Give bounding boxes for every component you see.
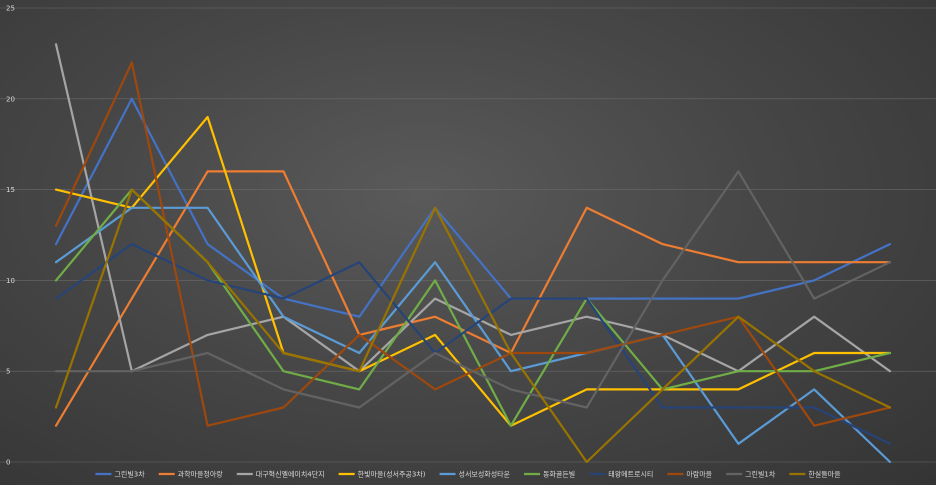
series-line-7 — [54, 243, 892, 445]
series-line-5 — [54, 206, 892, 464]
y-tick-label: 25 — [6, 5, 15, 13]
legend-item: 과학마을청아랑 — [158, 470, 224, 479]
y-tick-label: 10 — [6, 277, 15, 285]
legend-label: 그린빌1차 — [745, 470, 776, 479]
series-line-2 — [54, 170, 892, 427]
series-line-9 — [54, 170, 892, 409]
gridlines — [0, 7, 936, 463]
legend-item: 동화골든빌 — [524, 471, 575, 479]
legend-item: 아람마을 — [667, 470, 713, 479]
legend-item: 그린빌3차 — [95, 470, 145, 479]
legend-item: 태왕메트로시티 — [589, 470, 653, 479]
legend-label: 태왕메트로시티 — [608, 470, 653, 479]
legend-label: 대구혁신엘에이치4단지 — [256, 470, 325, 479]
legend-label: 한빛마을(성서주공3차) — [358, 470, 426, 479]
y-axis: 0 5 10 15 20 25 — [6, 5, 15, 467]
y-tick-label: 20 — [6, 95, 15, 103]
legend-label: 동화골든빌 — [543, 471, 575, 479]
legend-item: 그린빌1차 — [726, 470, 776, 479]
legend-item: 한실들마을 — [789, 470, 841, 479]
y-tick-label: 15 — [6, 186, 15, 194]
legend: 그린빌3차 과학마을청아랑 대구혁신엘에이치4단지 한빛마을(성서주공3차) 성서보성화… — [95, 470, 841, 479]
legend-label: 성서보성화성타운 — [459, 470, 511, 479]
y-tick-label: 0 — [6, 459, 10, 467]
legend-item: 대구혁신엘에이치4단지 — [236, 470, 325, 479]
legend-label: 그린빌3차 — [114, 470, 145, 479]
legend-item: 성서보성화성타운 — [439, 470, 511, 479]
series-line-1 — [54, 97, 892, 318]
legend-label: 아람마을 — [686, 470, 712, 479]
series-line-4 — [54, 115, 892, 427]
legend-label: 과학마을청아랑 — [178, 470, 224, 479]
series-line-10 — [54, 188, 892, 464]
y-tick-label: 5 — [6, 368, 10, 376]
legend-label: 한실들마을 — [808, 470, 841, 479]
legend-item: 한빛마을(성서주공3차) — [338, 470, 426, 479]
series-line-6 — [54, 188, 892, 427]
series-lines — [54, 43, 892, 464]
